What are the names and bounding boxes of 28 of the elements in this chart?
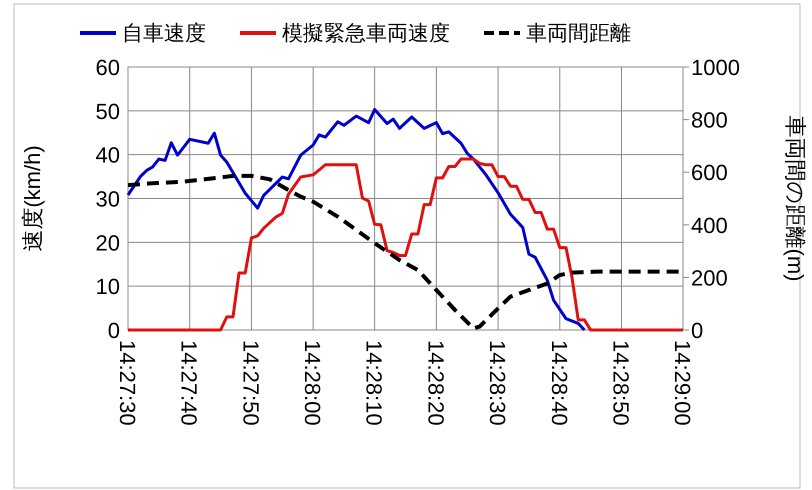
y2-tick-label: 400	[691, 212, 728, 238]
x-tick-label: 14:28:10	[362, 340, 387, 426]
x-tick-label: 14:28:20	[423, 340, 448, 426]
legend-label: 自車速度	[122, 22, 206, 45]
y2-tick-label: 0	[691, 318, 704, 343]
x-tick-label: 14:29:00	[670, 340, 695, 426]
y-tick-label: 20	[96, 230, 120, 256]
x-tick-label: 14:27:40	[176, 340, 202, 426]
y-tick-label: 50	[96, 98, 120, 124]
y-axis-title: 速度(km/h)	[20, 145, 45, 252]
y-tick-label: 40	[96, 142, 120, 168]
x-tick-label: 14:28:30	[485, 340, 510, 426]
y-tick-label: 0	[108, 318, 120, 343]
y-tick-label: 30	[96, 186, 120, 212]
x-tick-label: 14:27:50	[238, 340, 264, 426]
y2-tick-label: 200	[691, 265, 728, 290]
y-tick-label: 10	[96, 274, 120, 300]
y2-tick-label: 1000	[691, 55, 740, 80]
y2-axis-title: 車両間の距離(m)	[783, 116, 808, 282]
legend-label: 車両間距離	[526, 22, 631, 45]
y2-tick-label: 600	[691, 160, 728, 186]
y-tick-label: 60	[96, 55, 120, 80]
legend-label: 模擬緊急車両速度	[282, 22, 450, 45]
x-tick-label: 14:28:40	[546, 340, 572, 426]
x-tick-label: 14:28:50	[608, 340, 634, 426]
y2-tick-label: 800	[691, 108, 728, 133]
x-tick-label: 14:27:30	[115, 340, 140, 426]
x-tick-label: 14:28:00	[300, 340, 326, 426]
